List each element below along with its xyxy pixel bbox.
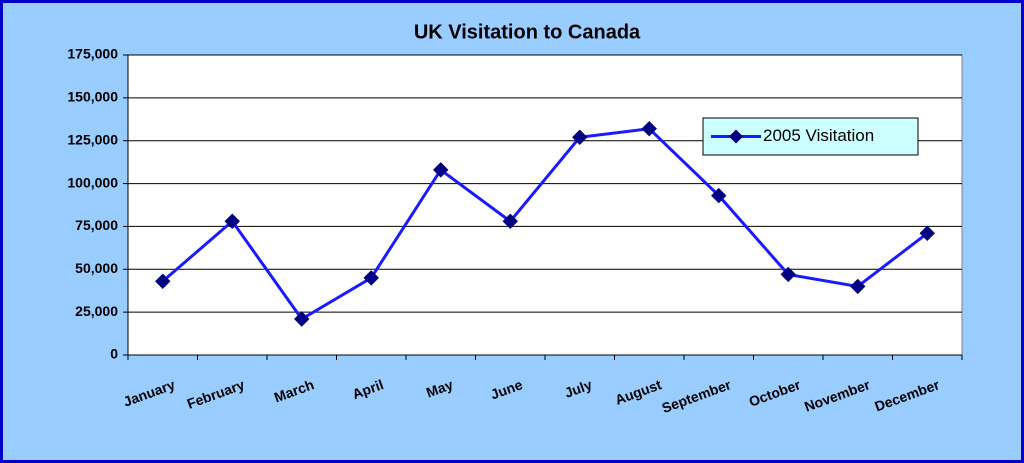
y-tick-label: 175,000 xyxy=(67,46,118,62)
marker xyxy=(433,162,449,178)
y-tick-label: 25,000 xyxy=(75,303,118,319)
legend-marker xyxy=(729,129,743,144)
y-tick-label: 125,000 xyxy=(67,131,118,147)
marker xyxy=(155,273,171,289)
y-tick-label: 150,000 xyxy=(67,89,118,105)
plot-area xyxy=(127,54,963,356)
marker xyxy=(294,311,310,327)
marker xyxy=(711,187,727,204)
marker xyxy=(572,129,588,145)
legend-label: 2005 Visitation xyxy=(763,126,874,145)
y-tick-label: 0 xyxy=(110,346,118,362)
marker xyxy=(919,225,935,241)
y-tick-label: 100,000 xyxy=(67,174,118,190)
marker xyxy=(641,121,657,137)
marker xyxy=(363,270,379,286)
chart-title: UK Visitation to Canada xyxy=(414,21,641,43)
y-tick-label: 75,000 xyxy=(75,217,118,233)
series-line xyxy=(161,127,929,321)
marker xyxy=(502,213,518,229)
y-tick-label: 50,000 xyxy=(75,260,118,276)
marker xyxy=(850,278,866,295)
marker xyxy=(780,266,796,283)
marker xyxy=(224,213,240,229)
